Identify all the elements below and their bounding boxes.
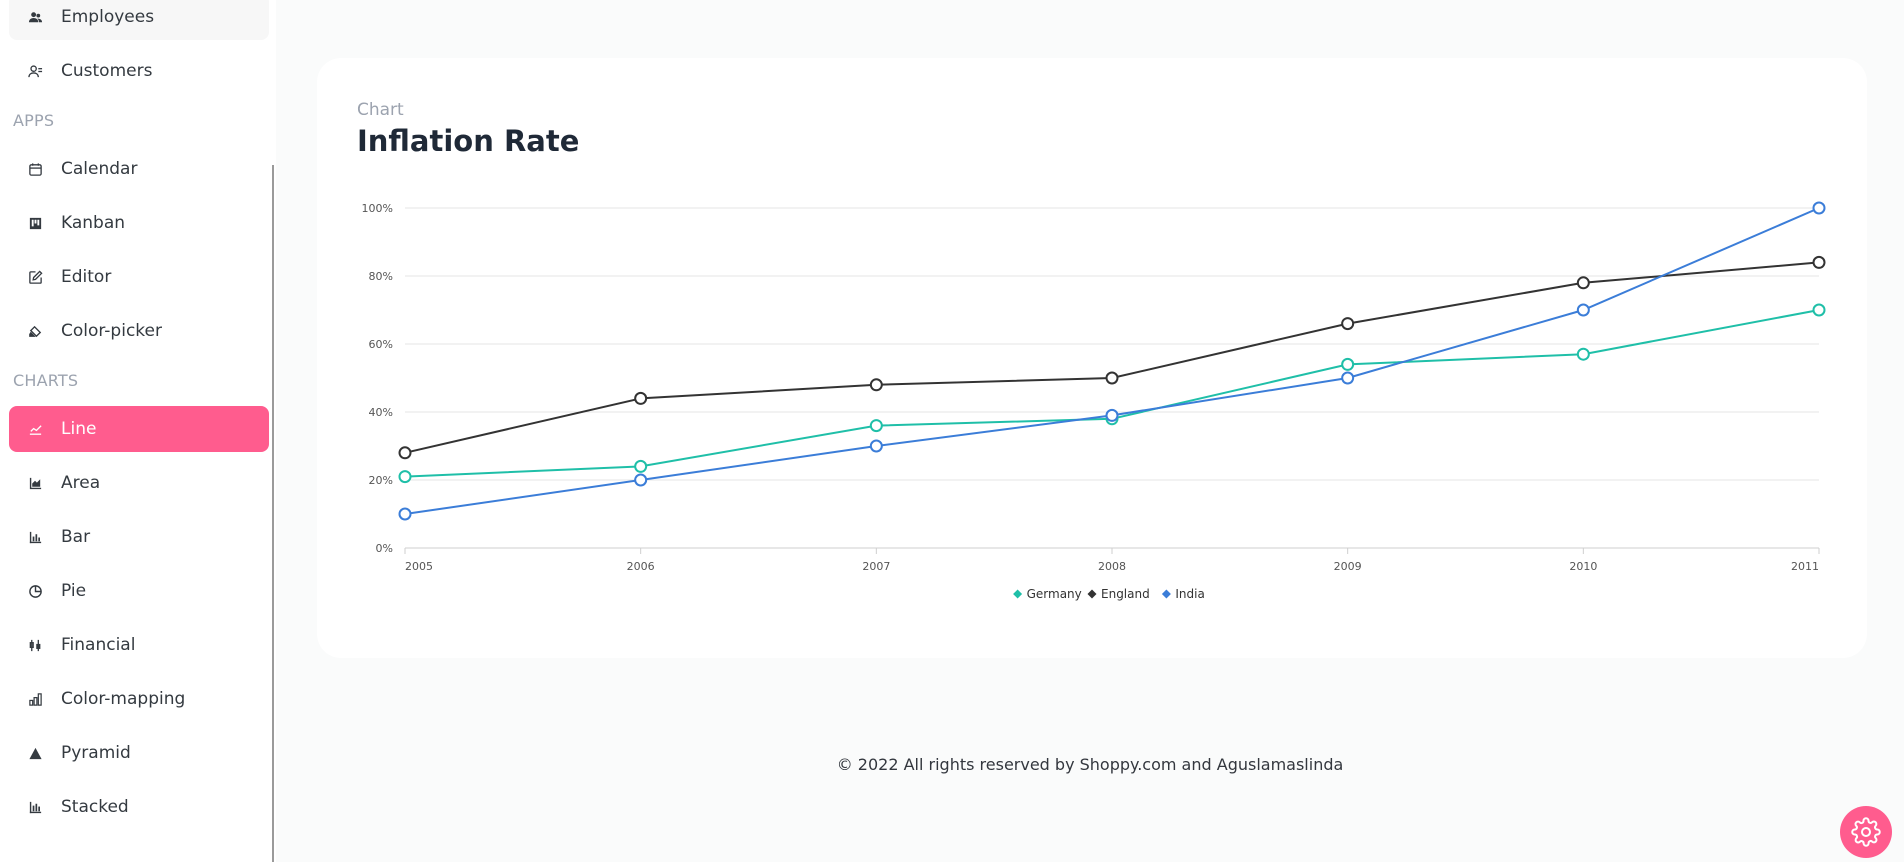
x-tick-label: 2010	[1569, 560, 1597, 573]
sidebar: Employees Customers APPS Calendar Kanban…	[0, 0, 276, 862]
sidebar-item-label: Employees	[61, 7, 155, 27]
sidebar-item-pyramid[interactable]: Pyramid	[9, 730, 269, 776]
data-point-england	[1812, 255, 1826, 269]
employees-icon	[25, 7, 45, 27]
customers-icon	[25, 61, 45, 81]
x-tick-label: 2011	[1791, 560, 1819, 573]
sidebar-item-employees[interactable]: Employees	[9, 0, 269, 40]
color-mapping-icon	[25, 689, 45, 709]
data-point-germany	[1576, 347, 1590, 361]
data-point-india	[398, 507, 412, 521]
data-point-india	[1812, 201, 1826, 215]
sidebar-item-pie[interactable]: Pie	[9, 568, 269, 614]
color-picker-icon	[25, 321, 45, 341]
data-point-germany	[398, 470, 412, 484]
sidebar-item-line[interactable]: Line	[9, 406, 269, 452]
sidebar-scrollbar[interactable]	[272, 165, 274, 862]
x-tick-label: 2009	[1334, 560, 1362, 573]
data-point-england	[1341, 317, 1355, 331]
calendar-icon	[25, 159, 45, 179]
financial-icon	[25, 635, 45, 655]
data-point-england	[1105, 371, 1119, 385]
editor-icon	[25, 267, 45, 287]
data-point-england	[869, 378, 883, 392]
legend-label-germany: Germany	[1027, 587, 1082, 601]
x-tick-label: 2008	[1098, 560, 1126, 573]
area-chart-icon	[25, 473, 45, 493]
gear-icon	[1851, 817, 1881, 847]
data-point-india	[1105, 408, 1119, 422]
sidebar-item-label: Kanban	[61, 213, 126, 233]
settings-button[interactable]	[1840, 806, 1892, 858]
sidebar-item-color-mapping[interactable]: Color-mapping	[9, 676, 269, 722]
page-title: Inflation Rate	[357, 124, 580, 158]
y-tick-label: 100%	[362, 202, 393, 215]
x-tick-label: 2006	[627, 560, 655, 573]
data-point-india	[869, 439, 883, 453]
sidebar-item-area[interactable]: Area	[9, 460, 269, 506]
sidebar-item-label: Bar	[61, 527, 91, 547]
sidebar-item-label: Financial	[61, 635, 136, 655]
data-point-india	[1341, 371, 1355, 385]
sidebar-item-label: Color-picker	[61, 321, 162, 341]
sidebar-item-label: Stacked	[61, 797, 129, 817]
section-title-charts: CHARTS	[13, 371, 79, 390]
sidebar-item-label: Area	[61, 473, 101, 493]
data-point-india	[634, 473, 648, 487]
section-title-apps: APPS	[13, 111, 55, 130]
line-chart: 0% 20% 40% 60% 80% 100% 2005 2006 2007 2008 2009 20…	[362, 201, 1826, 601]
x-tick-label: 2005	[405, 560, 433, 573]
data-point-germany	[1341, 357, 1355, 371]
y-tick-label: 60%	[369, 338, 393, 351]
sidebar-item-label: Line	[61, 419, 97, 439]
legend-marker-india	[1161, 589, 1171, 599]
y-tick-label: 20%	[369, 474, 393, 487]
sidebar-item-customers[interactable]: Customers	[9, 48, 269, 94]
data-point-germany	[634, 459, 648, 473]
sidebar-item-editor[interactable]: Editor	[9, 254, 269, 300]
x-tick-label: 2007	[862, 560, 890, 573]
sidebar-item-color-picker[interactable]: Color-picker	[9, 308, 269, 354]
legend-marker-germany	[1013, 589, 1023, 599]
pie-chart-icon	[25, 581, 45, 601]
y-tick-label: 0%	[376, 542, 393, 555]
chart-card: Chart Inflation Rate 0% 20% 40% 60% 80% 100% 2…	[317, 58, 1867, 658]
legend-label-india: India	[1175, 587, 1204, 601]
sidebar-item-label: Customers	[61, 61, 153, 81]
data-point-england	[1576, 276, 1590, 290]
data-point-germany	[1812, 303, 1826, 317]
sidebar-item-financial[interactable]: Financial	[9, 622, 269, 668]
stacked-icon	[25, 797, 45, 817]
y-tick-label: 80%	[369, 270, 393, 283]
line-chart-icon	[25, 419, 45, 439]
y-tick-label: 40%	[369, 406, 393, 419]
sidebar-item-label: Color-mapping	[61, 689, 186, 709]
sidebar-item-bar[interactable]: Bar	[9, 514, 269, 560]
data-point-germany	[869, 419, 883, 433]
footer-copyright: © 2022 All rights reserved by Shoppy.com…	[836, 755, 1344, 774]
data-point-england	[634, 391, 648, 405]
card-subtitle: Chart	[357, 100, 404, 120]
series-line-germany	[404, 309, 1820, 478]
sidebar-item-calendar[interactable]: Calendar	[9, 146, 269, 192]
bar-chart-icon	[25, 527, 45, 547]
legend-marker-england	[1087, 589, 1097, 599]
sidebar-item-kanban[interactable]: Kanban	[9, 200, 269, 246]
sidebar-item-label: Editor	[61, 267, 112, 287]
sidebar-item-stacked[interactable]: Stacked	[9, 784, 269, 830]
sidebar-item-label: Calendar	[61, 159, 138, 179]
legend-label-england: England	[1101, 587, 1150, 601]
sidebar-item-label: Pie	[61, 581, 87, 601]
pyramid-icon	[25, 743, 45, 763]
sidebar-item-label: Pyramid	[61, 743, 131, 763]
data-point-england	[398, 446, 412, 460]
data-point-india	[1576, 303, 1590, 317]
kanban-icon	[25, 213, 45, 233]
